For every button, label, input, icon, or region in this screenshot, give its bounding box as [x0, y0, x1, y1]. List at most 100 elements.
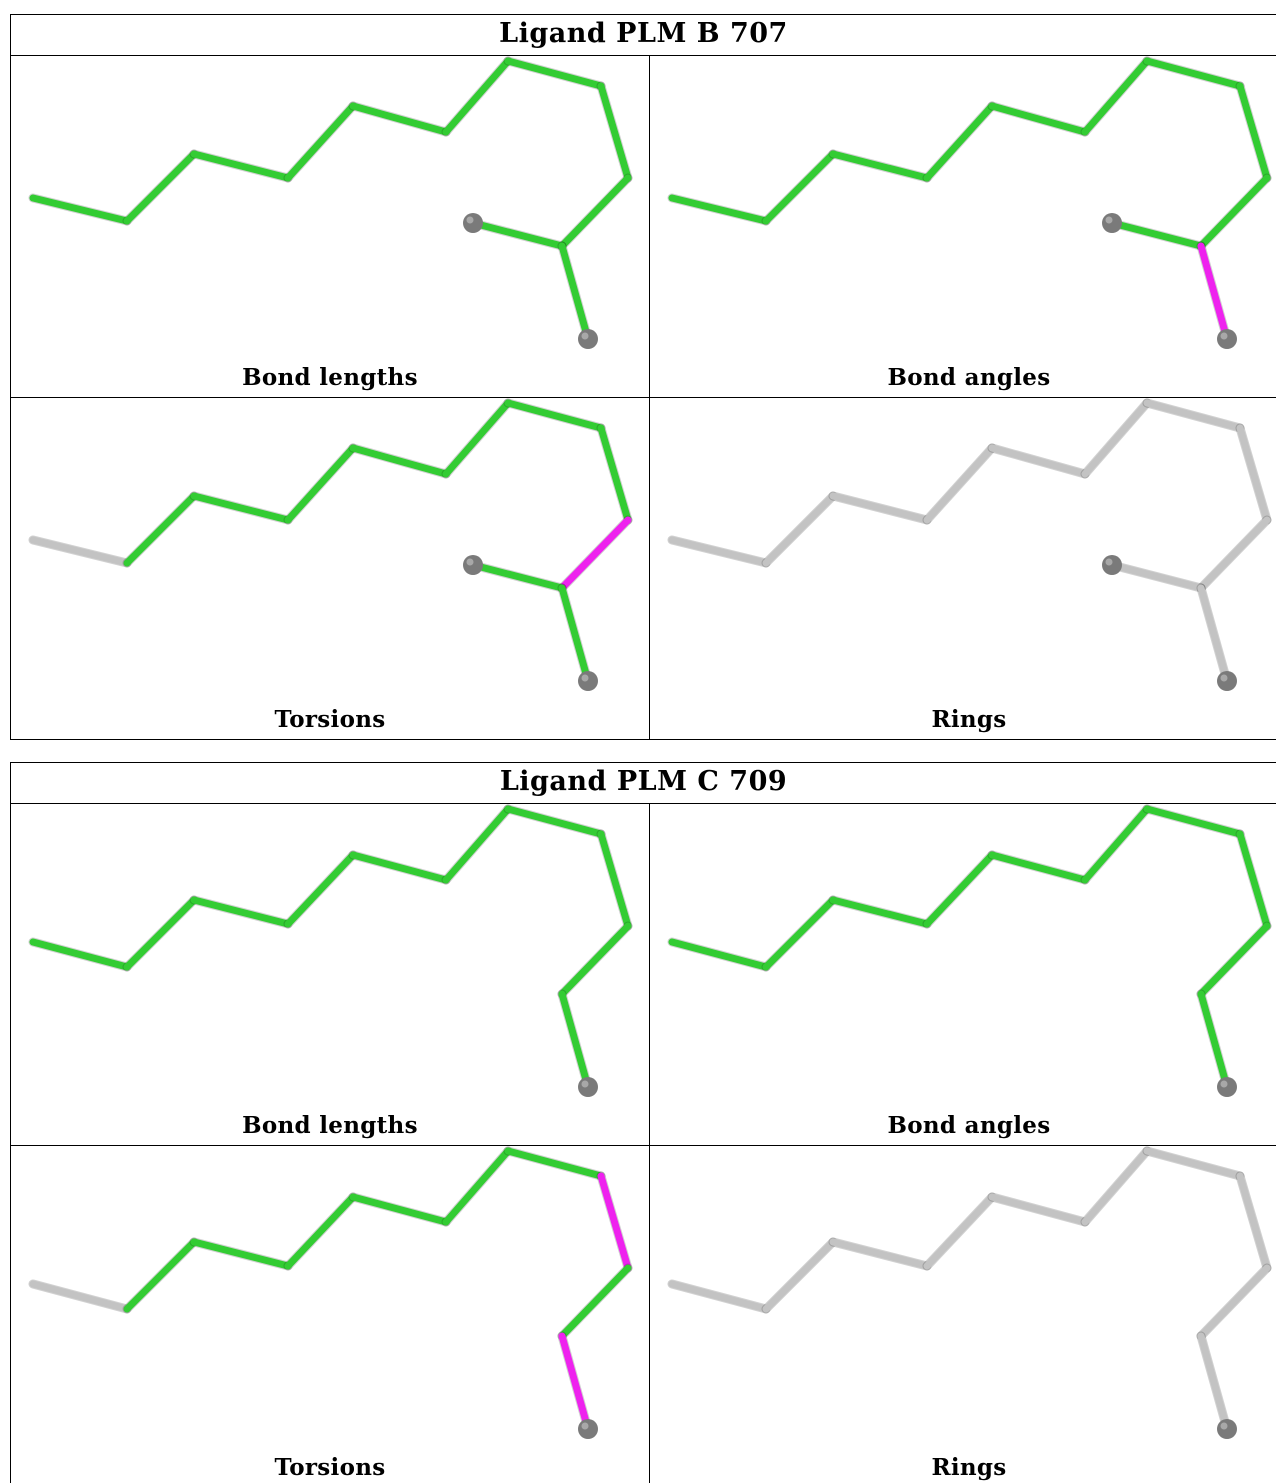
bond	[284, 444, 357, 524]
atom-highlight	[581, 1080, 589, 1088]
bond	[1197, 990, 1231, 1091]
panel-label: Bond lengths	[242, 1112, 418, 1139]
bond	[442, 805, 512, 884]
block-title: Ligand PLM B 707	[11, 15, 1276, 56]
bond	[442, 399, 512, 478]
bond	[284, 1193, 357, 1270]
bond	[1197, 584, 1231, 685]
bond	[469, 219, 566, 250]
atom-highlight	[1105, 216, 1113, 224]
bond	[1197, 516, 1271, 592]
bond	[668, 938, 770, 971]
bond	[829, 150, 931, 182]
atom-highlight	[1105, 558, 1113, 566]
atom-sphere-icon	[1102, 213, 1122, 233]
bond	[1197, 922, 1271, 998]
bond	[923, 851, 996, 928]
panel-torsions: Torsions	[11, 1146, 649, 1484]
panel-bond-angles: Bond angles	[650, 56, 1276, 397]
panel-label: Rings	[931, 706, 1007, 733]
bond	[29, 536, 131, 567]
bond	[349, 1193, 450, 1226]
bond	[558, 1264, 632, 1340]
bond	[190, 492, 292, 524]
atom-sphere-icon	[1102, 555, 1122, 575]
ligand-structure	[28, 1146, 633, 1439]
atom-highlight	[581, 674, 589, 682]
bond	[1236, 82, 1271, 182]
bond	[988, 1193, 1089, 1226]
atom-highlight	[466, 558, 474, 566]
panel-rings: Rings	[650, 398, 1276, 739]
ligand-structure	[667, 1146, 1272, 1439]
ligand-structure	[28, 56, 633, 349]
bond	[469, 561, 566, 592]
ligand-structure	[28, 398, 633, 691]
panel-label: Torsions	[274, 706, 386, 733]
atom-highlight	[466, 216, 474, 224]
grid-divider-vertical	[649, 803, 650, 1483]
bond	[190, 896, 292, 928]
bond	[762, 1238, 837, 1313]
panel-bond-lengths: Bond lengths	[11, 56, 649, 397]
panel-label: Bond lengths	[242, 364, 418, 391]
bond	[504, 399, 605, 432]
bond	[284, 851, 357, 928]
bond	[442, 1147, 512, 1226]
bond	[1197, 1332, 1231, 1433]
bond	[1081, 805, 1151, 884]
bond	[923, 102, 996, 182]
bond	[829, 492, 931, 524]
ligand-block-b707: Ligand PLM B 707 Bond lengths Bond angle…	[10, 14, 1276, 740]
panel-bond-angles: Bond angles	[650, 804, 1276, 1145]
bond	[668, 536, 770, 567]
atom-sphere-icon	[578, 1077, 598, 1097]
panel-label: Bond angles	[887, 364, 1051, 391]
atom-sphere-icon	[578, 329, 598, 349]
bond	[1081, 399, 1151, 478]
bond	[29, 938, 131, 971]
bond	[829, 1238, 931, 1270]
bond	[1143, 1147, 1244, 1180]
ligand-structure	[667, 56, 1272, 349]
bond	[504, 57, 605, 90]
bond	[1236, 424, 1271, 524]
bond	[1236, 830, 1271, 930]
bond	[1236, 1172, 1271, 1272]
bond	[1197, 242, 1231, 343]
bond	[504, 1147, 605, 1180]
bond	[1197, 174, 1271, 250]
bond	[190, 1238, 292, 1270]
bond	[762, 150, 837, 225]
bond	[668, 194, 770, 225]
atom-highlight	[581, 332, 589, 340]
bond	[988, 102, 1089, 136]
bond	[597, 1172, 632, 1272]
ligand-block-c709: Ligand PLM C 709 Bond lengths Bond angle…	[10, 762, 1276, 1483]
bond	[1143, 805, 1244, 838]
panel-label: Torsions	[274, 1454, 386, 1481]
bond	[1197, 1264, 1271, 1340]
bond	[123, 150, 198, 225]
bond	[597, 82, 632, 182]
bond	[988, 444, 1089, 478]
bond	[923, 1193, 996, 1270]
bond	[762, 492, 837, 567]
bond	[988, 851, 1089, 884]
bond	[923, 444, 996, 524]
atom-sphere-icon	[1217, 1077, 1237, 1097]
atom-sphere-icon	[578, 671, 598, 691]
panel-label: Rings	[931, 1454, 1007, 1481]
panel-label: Bond angles	[887, 1112, 1051, 1139]
bond	[558, 1332, 592, 1433]
atom-sphere-icon	[1217, 1419, 1237, 1439]
bond	[558, 584, 592, 685]
bond	[29, 1280, 131, 1313]
grid-divider-horizontal	[11, 397, 1276, 398]
panel-bond-lengths: Bond lengths	[11, 804, 649, 1145]
bond	[349, 102, 450, 136]
atom-highlight	[1220, 1080, 1228, 1088]
bond	[1108, 561, 1205, 592]
bond	[123, 896, 198, 971]
bond	[1081, 57, 1151, 136]
